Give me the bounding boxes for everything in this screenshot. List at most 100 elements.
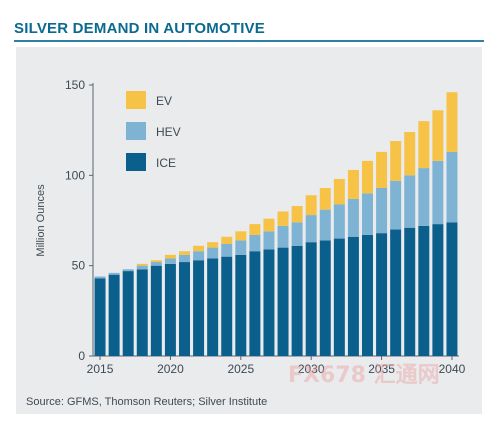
bar-ev-2027 bbox=[263, 218, 275, 232]
bar-ice-2024 bbox=[221, 256, 233, 356]
bar-ice-2023 bbox=[207, 258, 219, 356]
bar-ev-2039 bbox=[432, 110, 444, 161]
bar-ice-2025 bbox=[235, 254, 247, 356]
bar-ice-2020 bbox=[164, 263, 176, 356]
bar-hev-2033 bbox=[347, 198, 359, 237]
bar-ev-2040 bbox=[446, 92, 458, 152]
bar-hev-2039 bbox=[432, 160, 444, 225]
bar-ev-2020 bbox=[164, 254, 176, 259]
legend-label-ev: EV bbox=[156, 94, 172, 108]
bar-ice-2039 bbox=[432, 224, 444, 356]
source-note: Source: GFMS, Thomson Reuters; Silver In… bbox=[26, 396, 268, 408]
bar-ev-2037 bbox=[404, 131, 416, 176]
bar-ev-2022 bbox=[193, 245, 205, 252]
legend-swatch-hev bbox=[126, 122, 146, 140]
bar-ev-2038 bbox=[418, 121, 430, 169]
bar-ice-2021 bbox=[179, 262, 190, 356]
bar-ice-2022 bbox=[193, 260, 205, 356]
bar-ice-2019 bbox=[150, 265, 162, 356]
bar-hev-2023 bbox=[207, 247, 219, 259]
bar-ev-2032 bbox=[333, 178, 345, 205]
bar-ice-2028 bbox=[277, 247, 289, 356]
bar-hev-2034 bbox=[362, 193, 373, 235]
x-tick-label: 2035 bbox=[368, 362, 395, 376]
bar-ev-2029 bbox=[291, 206, 303, 223]
y-axis-title: Million Ounces bbox=[35, 184, 47, 257]
bar-hev-2026 bbox=[249, 234, 261, 252]
bar-ev-2021 bbox=[179, 251, 190, 255]
bar-hev-2021 bbox=[179, 254, 190, 263]
bar-ev-2028 bbox=[277, 211, 289, 226]
bar-ev-2023 bbox=[207, 242, 219, 248]
bar-ice-2030 bbox=[305, 242, 317, 356]
legend-label-hev: HEV bbox=[156, 125, 181, 139]
y-tick-label: 50 bbox=[72, 259, 86, 273]
bar-hev-2036 bbox=[390, 180, 402, 230]
bar-ice-2034 bbox=[362, 234, 373, 356]
bar-hev-2020 bbox=[164, 258, 176, 264]
bar-ice-2035 bbox=[376, 233, 388, 356]
legend-label-ice: ICE bbox=[156, 156, 176, 170]
bar-ev-2031 bbox=[319, 187, 331, 210]
x-tick-label: 2020 bbox=[157, 362, 184, 376]
bar-hev-2027 bbox=[263, 231, 275, 250]
bar-ice-2036 bbox=[390, 229, 402, 356]
x-tick-label: 2015 bbox=[87, 362, 114, 376]
chart-axes: 0 50 100 150 2015 2020 2025 2030 2035 2040 bbox=[65, 78, 466, 376]
bar-ev-2024 bbox=[221, 236, 233, 244]
y-tick-label: 100 bbox=[65, 168, 85, 182]
bar-hev-2024 bbox=[221, 243, 233, 257]
bar-hev-2019 bbox=[150, 262, 162, 266]
legend-swatch-ev bbox=[126, 91, 146, 109]
chart-legend: EV HEV ICE FX678 汇通网 bbox=[126, 91, 440, 388]
bar-ice-2033 bbox=[347, 236, 359, 356]
bar-ev-2034 bbox=[362, 160, 373, 194]
bar-ice-2027 bbox=[263, 249, 275, 356]
bar-ev-2030 bbox=[305, 195, 317, 216]
bar-ice-2016 bbox=[108, 274, 120, 356]
bar-hev-2031 bbox=[319, 209, 331, 241]
bar-ice-2031 bbox=[319, 240, 331, 356]
bar-hev-2017 bbox=[122, 269, 134, 272]
x-tick-label: 2030 bbox=[298, 362, 325, 376]
bar-hev-2035 bbox=[376, 187, 388, 234]
bar-hev-2030 bbox=[305, 215, 317, 243]
bar-ice-2038 bbox=[418, 225, 430, 356]
bar-ice-2026 bbox=[249, 251, 261, 356]
y-tick-label: 0 bbox=[78, 349, 85, 363]
x-tick-label: 2040 bbox=[439, 362, 466, 376]
bar-hev-2037 bbox=[404, 175, 416, 228]
chart-title: SILVER DEMAND IN AUTOMOTIVE bbox=[14, 20, 265, 37]
bar-ev-2025 bbox=[235, 231, 247, 241]
bar-ice-2040 bbox=[446, 222, 458, 356]
bar-hev-2032 bbox=[333, 204, 345, 239]
bar-hev-2025 bbox=[235, 240, 247, 255]
y-tick-label: 150 bbox=[65, 78, 85, 92]
bar-ice-2015 bbox=[94, 278, 106, 356]
title-divider bbox=[14, 40, 484, 42]
x-tick-label: 2025 bbox=[227, 362, 254, 376]
bar-hev-2016 bbox=[108, 272, 120, 275]
bar-ev-2018 bbox=[136, 263, 148, 266]
bar-hev-2028 bbox=[277, 225, 289, 248]
bar-ice-2018 bbox=[136, 269, 148, 356]
bar-hev-2040 bbox=[446, 151, 458, 223]
bar-ice-2029 bbox=[291, 245, 303, 356]
bar-ev-2036 bbox=[390, 141, 402, 181]
chart-bars bbox=[94, 92, 458, 356]
bar-ev-2035 bbox=[376, 151, 388, 188]
bar-ice-2032 bbox=[333, 238, 345, 356]
bar-ice-2017 bbox=[122, 271, 134, 356]
bar-ev-2019 bbox=[150, 260, 162, 263]
bar-hev-2022 bbox=[193, 251, 205, 261]
legend-swatch-ice bbox=[126, 153, 146, 171]
bar-ice-2037 bbox=[404, 227, 416, 356]
watermark: FX678 汇通网 bbox=[288, 363, 440, 388]
bar-hev-2015 bbox=[94, 276, 106, 279]
bar-ev-2026 bbox=[249, 224, 261, 235]
bar-hev-2029 bbox=[291, 222, 303, 246]
bar-hev-2018 bbox=[136, 265, 148, 270]
bar-hev-2038 bbox=[418, 168, 430, 226]
bar-ev-2033 bbox=[347, 169, 359, 199]
